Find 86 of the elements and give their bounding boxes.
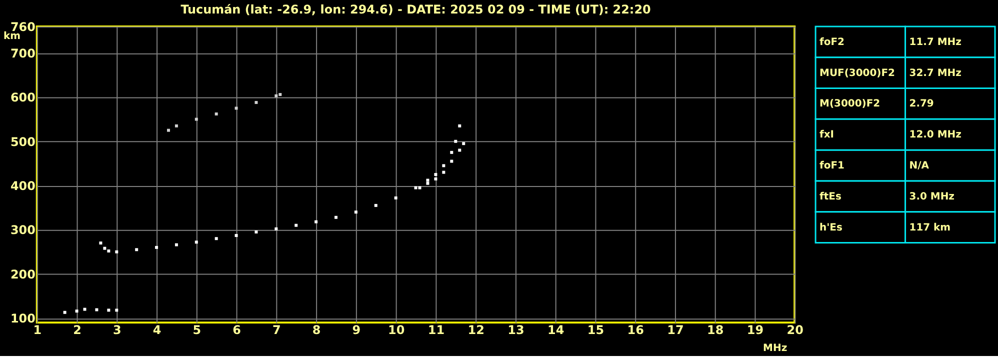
text: M(3000)F2 <box>820 98 880 110</box>
text: 2.79 <box>909 98 934 110</box>
x-tick-label: 15 <box>587 323 604 338</box>
point <box>75 310 78 313</box>
point <box>394 196 398 200</box>
point <box>334 216 338 219</box>
point <box>294 224 298 227</box>
point <box>274 227 278 230</box>
x-tick-label: 12 <box>468 323 484 338</box>
text: 3.0 MHz <box>909 191 955 202</box>
x-axis-title: MHz <box>763 342 788 354</box>
point <box>234 234 238 237</box>
y-tick-label: 500 <box>10 134 36 149</box>
x-tick-label: 2 <box>73 323 82 338</box>
x-tick-label: 17 <box>667 323 684 338</box>
point <box>274 94 278 98</box>
point <box>107 249 110 252</box>
point <box>63 310 66 314</box>
point <box>434 173 438 176</box>
x-tick-label: 11 <box>428 323 445 338</box>
point <box>354 210 358 214</box>
point <box>135 248 138 252</box>
y-tick-label: 700 <box>10 46 36 60</box>
point <box>458 148 462 152</box>
text: MUF(3000)F2 <box>820 68 896 79</box>
text: foF1 <box>820 160 845 172</box>
x-tick-label: 18 <box>707 323 724 338</box>
x-tick-label: 9 <box>352 323 361 338</box>
point <box>454 140 458 143</box>
point <box>426 182 430 185</box>
point <box>450 150 454 154</box>
text: h'Es <box>820 222 842 234</box>
y-tick-label: 400 <box>10 179 36 194</box>
point <box>254 230 258 234</box>
point <box>115 308 118 312</box>
x-tick-label: 7 <box>272 323 281 338</box>
point <box>434 177 438 180</box>
point <box>462 142 466 146</box>
y-tick-label: 300 <box>10 223 36 238</box>
x-tick-label: 5 <box>192 323 202 338</box>
text: 11.7 MHz <box>909 36 962 48</box>
point <box>234 106 238 110</box>
x-tick-label: 16 <box>627 323 644 338</box>
point <box>99 242 102 245</box>
point <box>254 100 258 104</box>
point <box>155 246 158 249</box>
chart-title: Tucumán (lat: -26.9, lon: 294.6) - DATE: 2025 02 09 - TIME (UT): 22:20 <box>180 2 651 16</box>
y-tick-label: 200 <box>10 267 36 282</box>
point <box>442 170 446 174</box>
point <box>103 246 106 250</box>
y-tick-label: 600 <box>10 90 36 105</box>
point <box>107 308 110 312</box>
x-tick-label: 10 <box>388 323 405 338</box>
point <box>194 118 198 121</box>
point <box>115 250 118 254</box>
point <box>174 124 178 128</box>
x-tick-label: 8 <box>312 323 321 338</box>
point <box>442 164 446 168</box>
text: ftEs <box>820 191 842 202</box>
text: 12.0 MHz <box>909 130 962 141</box>
point <box>167 128 170 132</box>
point <box>83 308 86 311</box>
point <box>174 243 178 246</box>
point <box>426 178 430 182</box>
text: fxI <box>820 130 834 141</box>
x-tick-label: 13 <box>508 323 524 338</box>
x-tick-label: 1 <box>33 323 42 338</box>
text: N/A <box>909 160 930 172</box>
point <box>374 204 378 207</box>
point <box>278 93 282 96</box>
point <box>214 237 218 240</box>
point <box>214 112 218 116</box>
x-tick-label: 4 <box>152 323 162 338</box>
point <box>314 220 318 224</box>
point <box>418 186 422 190</box>
x-tick-label: 19 <box>746 323 764 338</box>
text: 32.7 MHz <box>909 68 962 79</box>
point <box>458 124 462 128</box>
y-tick-label: 100 <box>10 312 36 326</box>
text: 117 km <box>909 222 951 234</box>
x-tick-label: 20 <box>786 323 804 338</box>
text: foF2 <box>820 36 845 48</box>
x-tick-label: 6 <box>232 323 241 338</box>
x-tick-label: 3 <box>112 323 122 338</box>
point <box>194 240 198 244</box>
x-tick-label: 14 <box>548 323 564 338</box>
